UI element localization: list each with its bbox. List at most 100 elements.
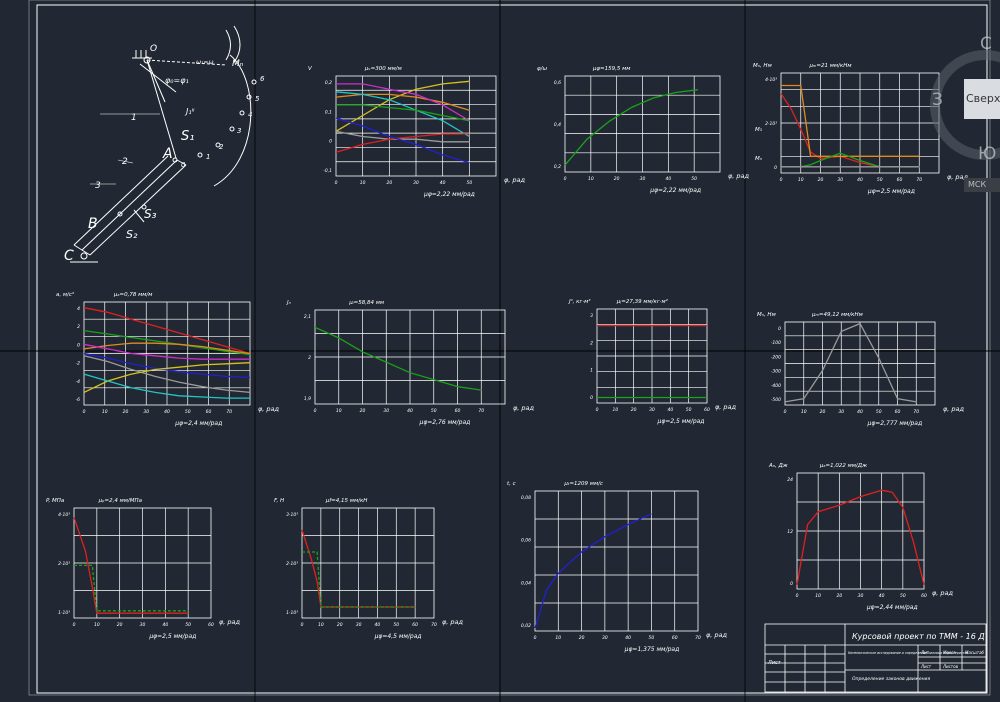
chart-ylabel: Jᴵᴵ, кг·м²: [568, 298, 591, 305]
series-group-moments: [780, 84, 920, 168]
data-series: [302, 551, 416, 608]
chart-xlabel: φ, рад: [943, 405, 965, 413]
x-tick-label: 50: [691, 176, 697, 182]
label-phi0: φ₀=φ₁: [165, 76, 189, 85]
y-tick-label: 4: [77, 306, 80, 312]
chart-ylabel: V: [308, 66, 313, 72]
y-tick-label: 0: [774, 165, 777, 171]
data-series: [83, 343, 250, 360]
x-tick-label: 50: [649, 635, 655, 641]
x-tick-label: 70: [478, 408, 484, 414]
chart-xlabel: φ, рад: [504, 176, 526, 184]
viewcube-top-button[interactable]: Сверх: [964, 79, 1000, 119]
x-tick-label: 10: [815, 593, 821, 599]
x-tick-label: 30: [640, 176, 646, 182]
y-tick-label: 4·10³: [765, 77, 777, 83]
chart-xlabel: φ, рад: [728, 172, 750, 180]
chart-ylabel: Mₙ, Нм: [753, 63, 772, 69]
x-tick-label: 20: [631, 407, 637, 413]
x-tick-label: 20: [386, 180, 392, 186]
wcs-button[interactable]: МСК: [964, 178, 1000, 192]
chart-scale-label: μₐ=1,022 мм/Дж: [819, 463, 867, 469]
x-tick-label: 70: [431, 622, 437, 628]
data-series: [564, 89, 698, 166]
chart-x-scale: μφ=2,5 мм/рад: [867, 188, 915, 195]
viewcube-west[interactable]: З: [932, 90, 943, 110]
x-tick-label: 20: [123, 409, 129, 415]
label-a: A: [162, 146, 173, 162]
chart-ylabel: a, м/с²: [56, 291, 75, 298]
x-tick-label: 50: [431, 408, 437, 414]
y-tick-label: 2·10³: [765, 121, 777, 127]
viewcube[interactable]: С З Ю Сверх МСК: [930, 30, 1000, 192]
x-tick-label: 10: [801, 409, 807, 415]
x-tick-label: 70: [226, 409, 232, 415]
y-tick-label: 3·10³: [286, 512, 298, 518]
series-group-force: [301, 529, 416, 608]
series-group-velocities: [335, 80, 470, 164]
x-tick-label: 40: [162, 622, 168, 628]
series-group-m-inertia: [784, 322, 917, 403]
chart-x-scale: μφ=2,5 мм/рад: [148, 633, 196, 640]
x-tick-label: 60: [895, 409, 901, 415]
x-tick-label: 30: [143, 409, 149, 415]
x-tick-label: 60: [455, 408, 461, 414]
title-block-cell: Масса: [943, 650, 956, 655]
x-tick-label: 0: [314, 408, 317, 414]
chart-scale-label: μᵢ=58,84 мм: [348, 300, 384, 306]
y-tick-label: 0,02: [521, 623, 531, 629]
title-block-mid: Кинематическое исследование и определени…: [848, 651, 969, 655]
x-tick-label: 20: [820, 409, 826, 415]
x-tick-label: 40: [375, 622, 381, 628]
title-block-sub: Определение законов движения: [852, 676, 930, 682]
chart-scale-label: μₘ=21 мм/кНм: [808, 63, 851, 69]
data-series: [796, 489, 925, 585]
x-tick-label: 30: [356, 622, 362, 628]
x-tick-label: 30: [383, 408, 389, 414]
x-tick-label: 0: [784, 409, 787, 415]
y-tick-label: 1·10³: [286, 610, 298, 616]
data-series: [534, 513, 652, 629]
connecting-rod: [73, 155, 187, 256]
x-tick-label: 50: [393, 622, 399, 628]
chart-x-scale: μφ=2,44 мм/рад: [866, 604, 918, 611]
x-tick-label: 0: [301, 622, 304, 628]
y-tick-label: -2: [76, 361, 81, 367]
x-tick-label: 70: [916, 177, 922, 183]
chart-x-scale: μφ=1,375 мм/рад: [624, 646, 680, 653]
x-tick-label: 0: [335, 180, 338, 186]
x-tick-label: 0: [796, 593, 799, 599]
chart-x-scale: μφ=2,22 мм/рад: [649, 187, 701, 194]
label-link-3: 3: [95, 181, 101, 191]
x-tick-label: 20: [836, 593, 842, 599]
viewcube-north[interactable]: С: [980, 34, 992, 54]
position-number: 1: [206, 153, 210, 161]
viewcube-ring[interactable]: [930, 50, 1000, 160]
viewcube-south[interactable]: Ю: [978, 144, 997, 164]
label-s3: S₃: [144, 207, 157, 221]
x-tick-label: 50: [876, 409, 882, 415]
data-series: [336, 83, 470, 122]
sheet-outer-frame: [28, 0, 991, 696]
y-tick-label: 1,9: [304, 396, 311, 402]
data-series: [335, 80, 470, 132]
chart-scale-label: μₐ=0,78 мм/м: [113, 292, 153, 298]
x-tick-label: 10: [360, 180, 366, 186]
y-tick-label: -6: [76, 397, 81, 403]
y-tick-label: 3: [590, 313, 593, 319]
x-tick-label: 50: [686, 407, 692, 413]
chart-ylabel: P, МПа: [46, 498, 65, 504]
chart-ylabel: φ/ω: [537, 66, 547, 72]
label-j1: J₁ᴵᴵ: [184, 107, 195, 116]
y-tick-label: 0: [329, 139, 332, 145]
x-tick-label: 20: [614, 176, 620, 182]
x-tick-label: 20: [337, 622, 343, 628]
y-tick-label: 1·10³: [58, 610, 70, 616]
y-tick-label: 0: [77, 342, 80, 348]
y-tick-label: -300: [771, 369, 781, 375]
x-tick-label: 60: [897, 177, 903, 183]
x-tick-label: 0: [534, 635, 537, 641]
y-tick-label: 4·10³: [58, 512, 70, 518]
